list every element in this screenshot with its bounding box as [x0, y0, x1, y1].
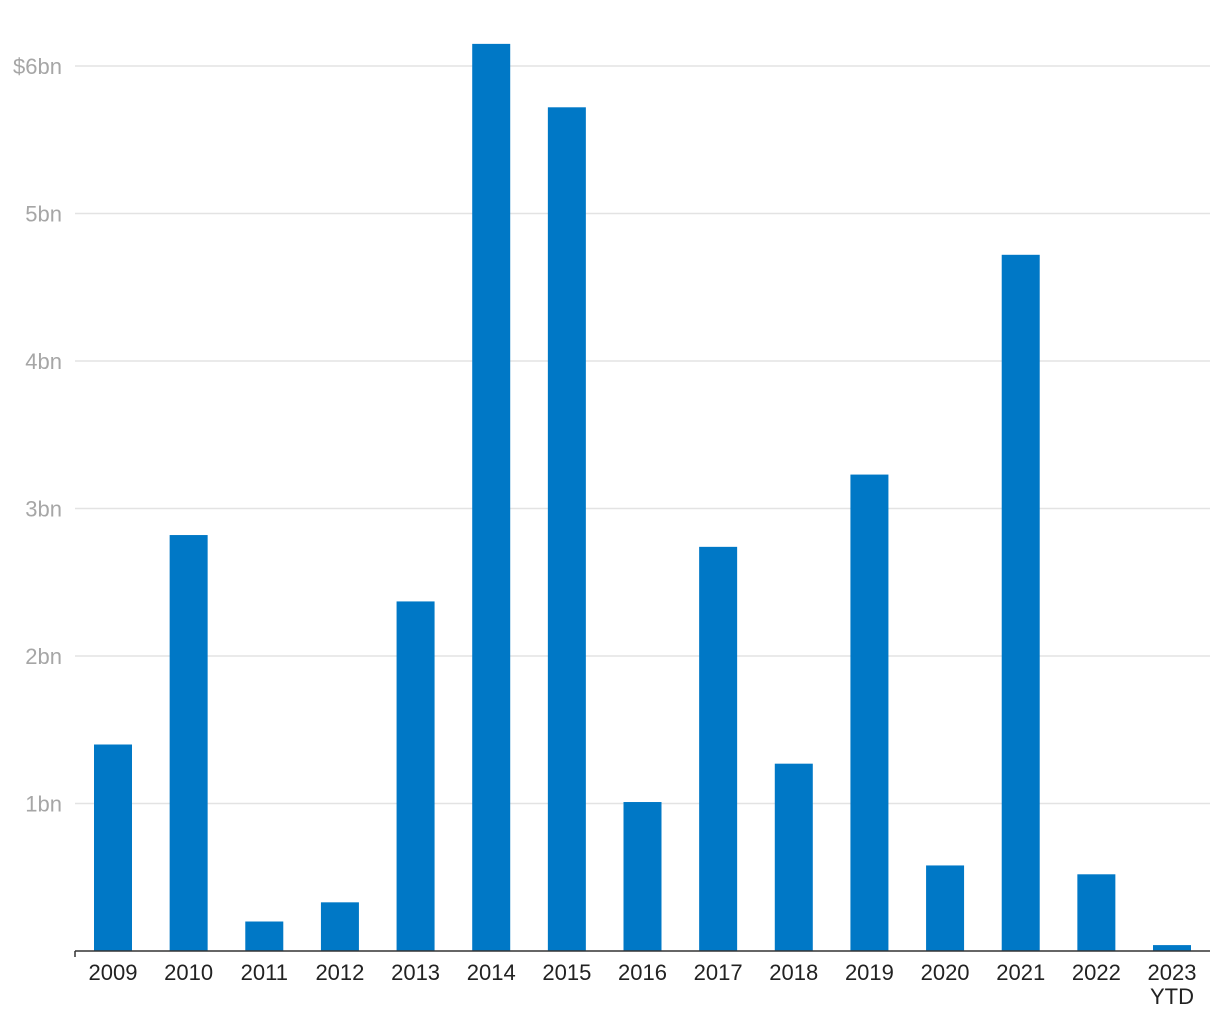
x-tick-label: 2015 — [542, 960, 591, 985]
y-tick-label: 1bn — [25, 792, 62, 817]
bar — [1077, 874, 1116, 951]
x-tick-label: 2014 — [467, 960, 516, 985]
x-tick-label: 2022 — [1072, 960, 1121, 985]
x-axis — [74, 950, 1210, 957]
x-tick-label: 2020 — [921, 960, 970, 985]
x-tick-label: 2023 YTD — [1148, 960, 1197, 1009]
x-tick-label: 2017 — [694, 960, 743, 985]
bar — [547, 107, 586, 952]
x-tick-label: 2009 — [89, 960, 138, 985]
y-tick-label: 2bn — [25, 644, 62, 669]
bar — [926, 865, 965, 951]
y-tick-label: 3bn — [25, 497, 62, 522]
x-tick-label: 2013 — [391, 960, 440, 985]
x-tick-label: 2018 — [769, 960, 818, 985]
bar — [850, 474, 889, 951]
bar — [396, 601, 435, 951]
bar — [1001, 254, 1040, 952]
bars — [94, 43, 1191, 952]
x-tick-label: 2019 — [845, 960, 894, 985]
y-tick-label: $6bn — [13, 54, 62, 79]
y-tick-label: 5bn — [25, 202, 62, 227]
bar — [623, 802, 662, 951]
x-tick-label: 2011 — [241, 960, 288, 985]
x-tick-label: 2012 — [315, 960, 364, 985]
x-tick-label: 2021 — [996, 960, 1045, 985]
bar — [472, 43, 511, 951]
y-tick-label: 4bn — [25, 349, 62, 374]
bar — [699, 546, 738, 951]
x-tick-label: 2010 — [164, 960, 213, 985]
bar — [245, 921, 284, 951]
bar — [94, 744, 132, 951]
gridlines — [75, 65, 1210, 805]
bar — [169, 535, 208, 951]
x-tick-label: 2016 — [618, 960, 667, 985]
bar — [320, 902, 359, 951]
y-axis-labels: 1bn 2bn 3bn 4bn 5bn $6bn — [13, 54, 62, 817]
x-axis-labels: 2009 2010 2011 2012 2013 2014 2015 2016 2017 2018… — [89, 960, 1197, 1009]
bar — [1153, 945, 1191, 951]
bar — [774, 763, 813, 951]
